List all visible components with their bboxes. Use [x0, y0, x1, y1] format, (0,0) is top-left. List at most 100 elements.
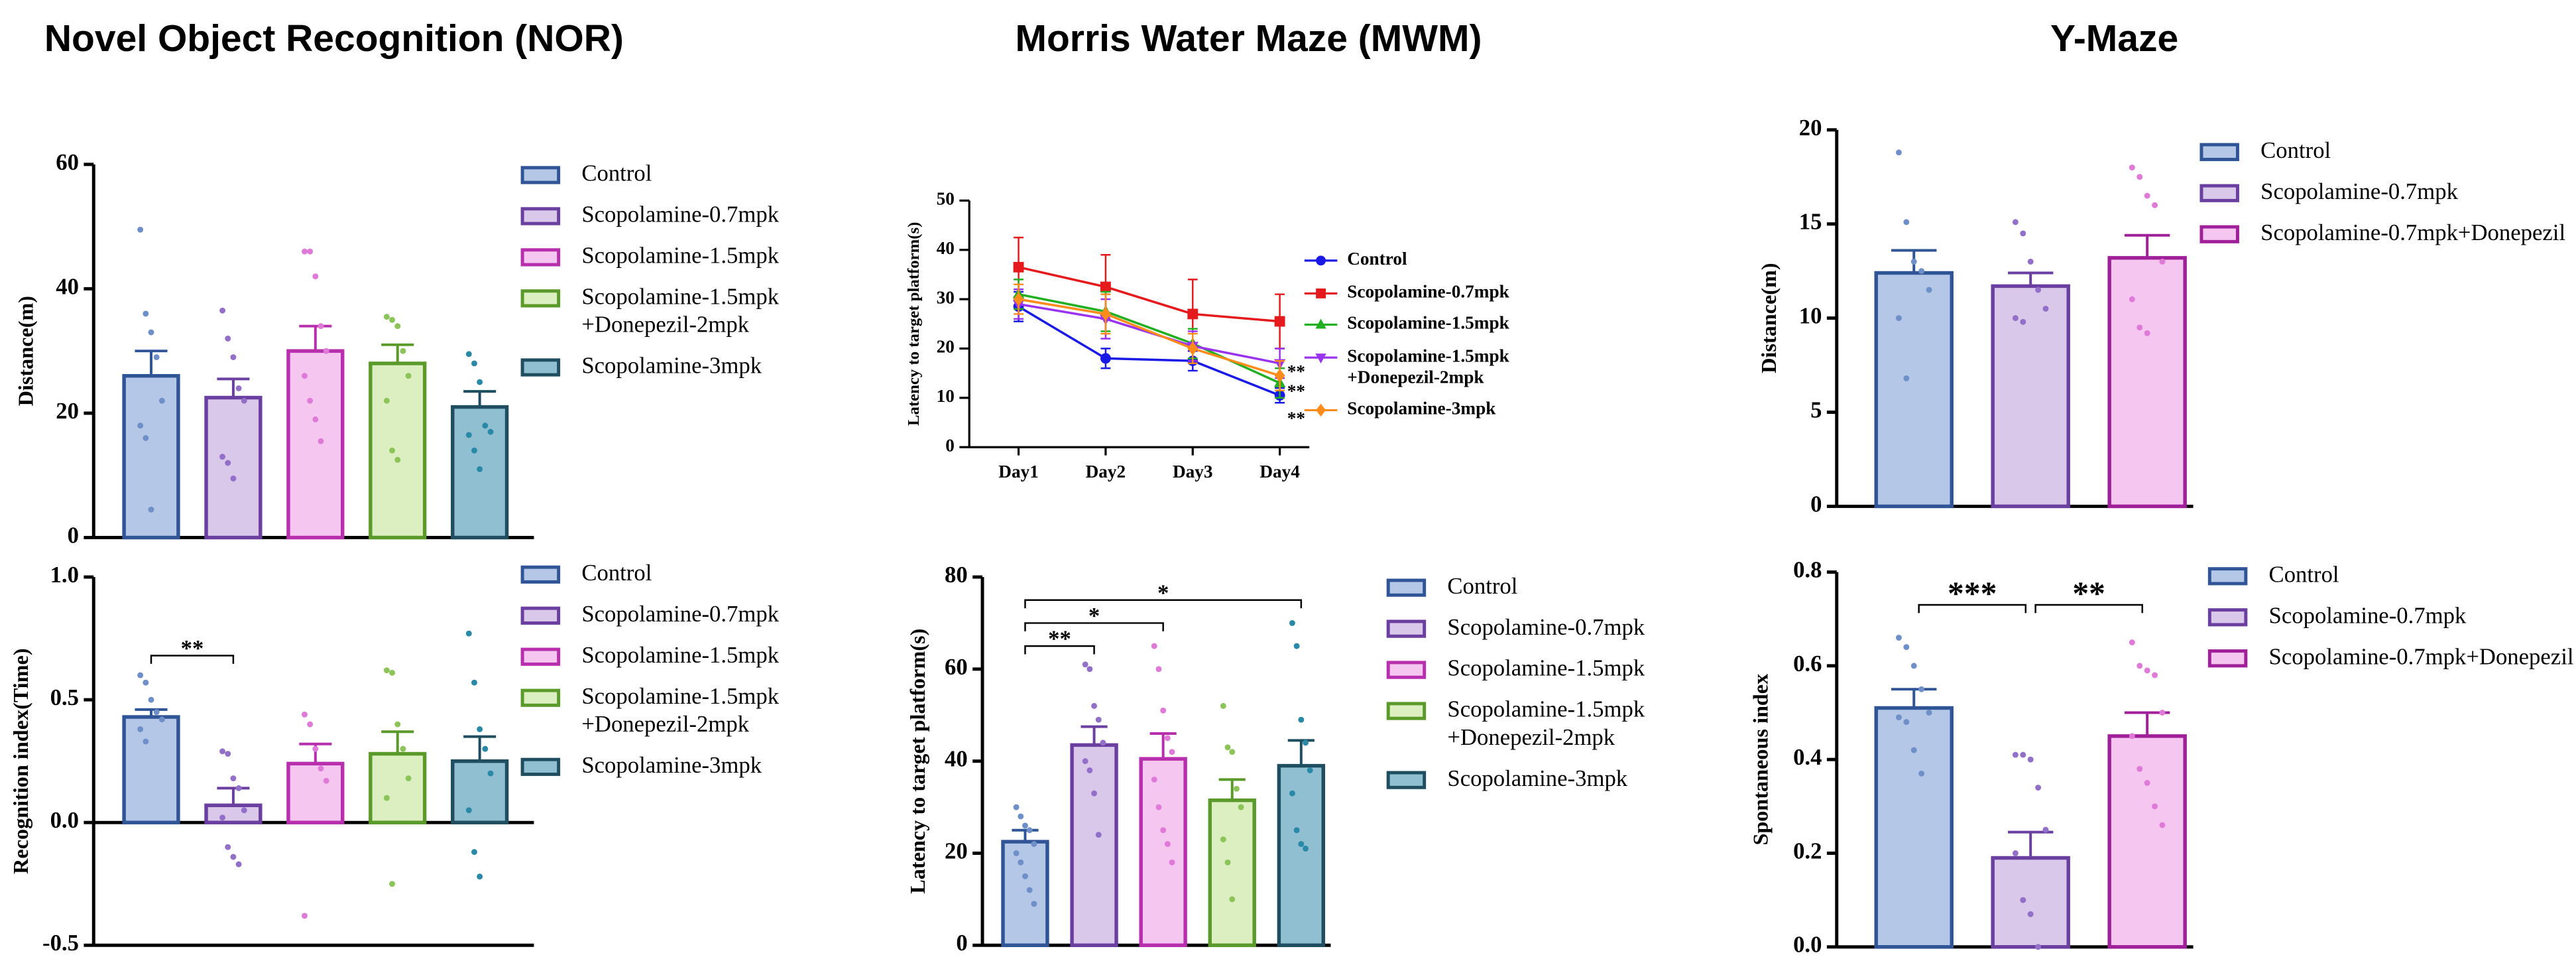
data-point: [1918, 686, 1925, 692]
data-point: [312, 416, 319, 422]
data-point: [394, 721, 401, 728]
data-point: [1095, 832, 1102, 838]
y-tick-label: 60: [945, 654, 968, 680]
legend-box: Control Scopolamine-0.7mpk Scopolamine-1.5…: [519, 161, 880, 381]
legend-key: [2207, 608, 2248, 627]
y-tick-label: 0: [945, 435, 955, 455]
data-point: [1303, 740, 1309, 746]
y-axis-label: Latency to target platform(s): [906, 629, 929, 894]
bar: [286, 761, 345, 824]
line-marker: [1100, 353, 1111, 364]
legend-marker: [1316, 287, 1326, 298]
data-point: [1910, 747, 1917, 753]
data-point: [2137, 174, 2143, 180]
data-point: [143, 435, 149, 441]
data-point: [1026, 887, 1033, 893]
data-point: [1031, 901, 1037, 907]
data-point: [2027, 911, 2034, 917]
legend-key: [1386, 702, 1427, 720]
x-tick-label: Day4: [1259, 462, 1300, 482]
data-point: [471, 849, 477, 856]
data-point: [2027, 756, 2034, 763]
data-point: [2159, 822, 2166, 828]
y-axis-label: Recognition index(Time): [9, 648, 32, 873]
data-point: [1086, 666, 1093, 673]
legend-key: [520, 358, 561, 377]
legend-entry: Scopolamine-3mpk: [1303, 399, 1631, 420]
legend-entry: Scopolamine-3mpk: [1385, 766, 1763, 794]
line-marker: [1100, 281, 1111, 292]
legend-marker: [1316, 255, 1326, 266]
data-point: [158, 716, 165, 723]
data-point: [389, 447, 396, 454]
legend-key: [1304, 318, 1338, 329]
data-point: [153, 354, 160, 361]
data-point: [1095, 716, 1102, 723]
y-tick-label: 15: [1799, 209, 1822, 235]
y-tick-label: 0.0: [1793, 932, 1822, 958]
significance-bracket: [2034, 604, 2143, 613]
data-point: [1293, 827, 1300, 834]
legend-key: [1386, 771, 1427, 789]
data-point: [1220, 702, 1226, 709]
data-point: [1086, 767, 1093, 773]
data-point: [1903, 719, 1910, 726]
series-line: [1018, 298, 1281, 377]
significance-bracket: [1024, 599, 1303, 609]
legend-label: Scopolamine-0.7mpk: [2268, 605, 2467, 630]
data-point: [1013, 804, 1020, 810]
data-point: [465, 807, 472, 814]
legend-box: Control Scopolamine-0.7mpk Scopolamine-1.5…: [1303, 250, 1631, 421]
bar: [1208, 798, 1256, 947]
legend-label: Scopolamine-1.5mpk: [581, 644, 780, 669]
data-point: [2020, 897, 2026, 903]
data-point: [1918, 770, 1925, 777]
legend-swatch: [1386, 771, 1427, 789]
data-point: [143, 310, 149, 317]
y-tick-label: 40: [937, 238, 955, 258]
legend-entry: Scopolamine-0.7mpk: [1385, 615, 1763, 643]
data-point: [465, 630, 472, 637]
series-line: [1018, 302, 1280, 365]
legend-swatch: [1386, 661, 1427, 679]
legend-entry: Scopolamine-0.7mpk: [519, 202, 880, 230]
y-tick-label: 40: [56, 273, 79, 299]
y-tick-label: 80: [945, 562, 968, 588]
legend-label: Scopolamine-0.7mpk: [2260, 180, 2458, 206]
data-point: [389, 669, 396, 676]
data-point: [1895, 635, 1902, 641]
line-marker: [1274, 316, 1285, 327]
legend-label: Scopolamine-1.5mpk: [1447, 657, 1645, 682]
bar: [1991, 284, 2070, 509]
legend-label: Scopolamine-0.7mpk: [1447, 616, 1645, 641]
line-marker: [1187, 342, 1199, 355]
data-point: [2159, 259, 2166, 265]
line-marker: [1100, 307, 1111, 321]
legend-entry: Scopolamine-1.5mpk: [519, 243, 880, 271]
data-point: [230, 354, 237, 361]
y-tick-label: 20: [1799, 115, 1822, 141]
data-point: [1895, 315, 1902, 322]
data-point: [1903, 644, 1910, 651]
bar: [1874, 271, 1954, 509]
legend-marker: [1315, 352, 1326, 363]
legend-entry: Control: [2198, 138, 2576, 166]
legend-label: Scopolamine-1.5mpk: [581, 245, 780, 270]
bar: [204, 395, 263, 540]
legend: Control Scopolamine-0.7mpk Scopolamine-0.7…: [2198, 138, 2576, 247]
data-point: [307, 397, 314, 404]
data-point: [2012, 850, 2019, 856]
data-point: [400, 348, 406, 354]
data-point: [2137, 324, 2143, 331]
data-point: [137, 672, 144, 678]
data-point: [1903, 219, 1910, 225]
legend-label: Scopolamine-3mpk: [1347, 399, 1496, 420]
panel-heading: Novel Object Recognition (NOR): [44, 17, 624, 60]
bar: [451, 759, 509, 824]
data-point: [1303, 846, 1309, 852]
data-point: [2137, 765, 2143, 772]
data-point: [2144, 780, 2150, 786]
bar: [122, 373, 180, 540]
y-tick-label: 0: [68, 523, 79, 548]
legend-entry: Scopolamine-0.7mpk: [519, 602, 880, 629]
